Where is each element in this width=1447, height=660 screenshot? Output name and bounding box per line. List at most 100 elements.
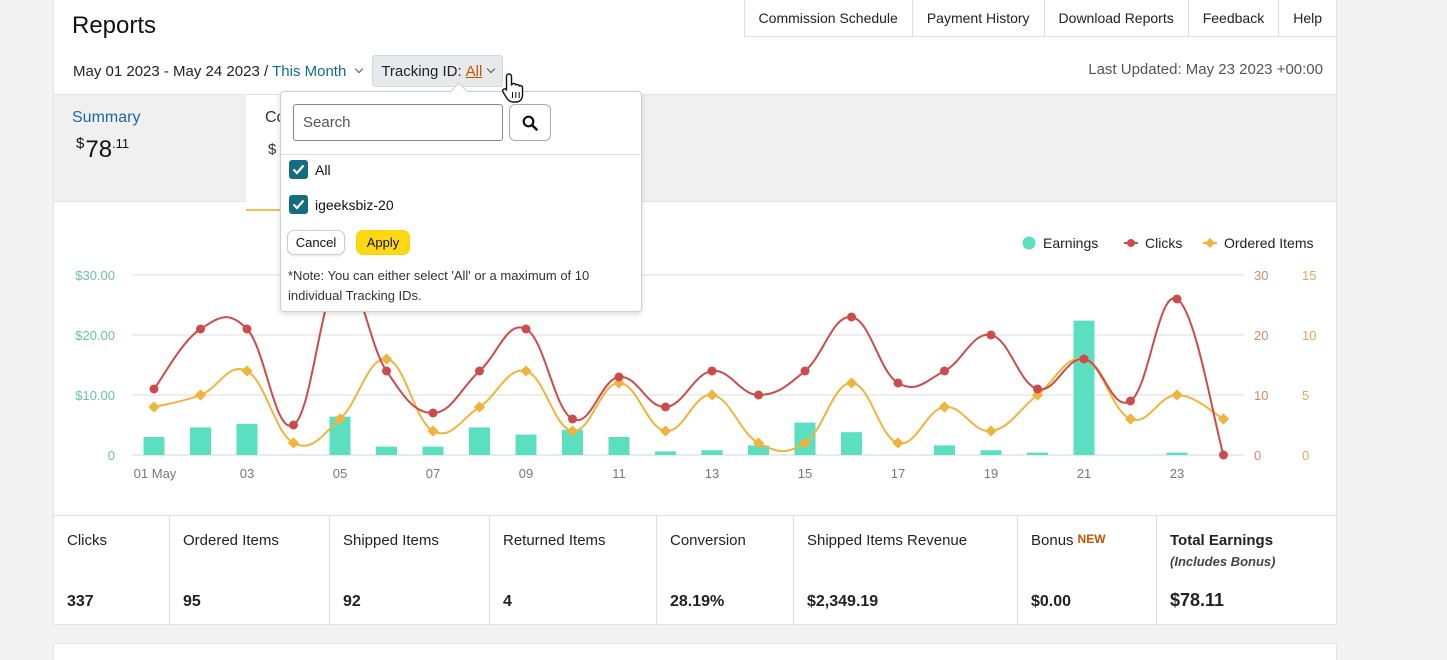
clicks-point (1219, 450, 1228, 460)
option-igeeksbiz[interactable]: igeeksbiz-20 (289, 195, 394, 214)
x-tick-label: 17 (891, 466, 905, 481)
summary-tab[interactable]: Summary (72, 109, 141, 126)
ordered-items-point (380, 353, 393, 365)
earnings-bar (469, 427, 490, 455)
items-axis-label: 0 (1302, 448, 1309, 463)
earnings-bar (980, 450, 1002, 455)
summary-band: Summary $78.11 Co $ (54, 94, 1336, 211)
stat-sub: (Includes Bonus) (1170, 554, 1276, 569)
stat-bonus: Bonus NEW $0.00 (1018, 516, 1157, 625)
x-tick-label: 01 May (134, 466, 177, 481)
ordered-items-point (334, 413, 346, 425)
ordered-items-point (427, 425, 439, 437)
legend-items-swatch (1205, 238, 1215, 248)
ordered-items-point (1124, 413, 1137, 425)
stat-label: Shipped Items Revenue (807, 532, 968, 549)
checkbox-checked[interactable] (289, 195, 308, 214)
divider (281, 154, 641, 155)
earnings-bar (1027, 452, 1048, 455)
last-updated: Last Updated: May 23 2023 +00:00 (1088, 61, 1323, 78)
stat-label: Shipped Items (343, 532, 439, 549)
clicks-point (940, 366, 949, 376)
earnings-bar (1166, 452, 1188, 455)
stat-value: $2,349.19 (807, 593, 879, 610)
stat-value: 95 (183, 593, 201, 610)
feedback-link[interactable]: Feedback (1187, 0, 1278, 36)
payment-history-link[interactable]: Payment History (911, 0, 1044, 36)
stats-row: Clicks 337 Ordered Items 95 Shipped Item… (54, 515, 1336, 625)
clicks-point (1033, 384, 1042, 394)
ordered-items-point (566, 425, 579, 437)
earnings-bar (608, 437, 630, 455)
clicks-point (661, 402, 670, 412)
x-tick-label: 21 (1077, 466, 1091, 481)
summary-cents: .11 (112, 136, 130, 151)
search-input[interactable] (293, 104, 503, 141)
stat-label: Clicks (67, 532, 107, 549)
search-icon (522, 115, 538, 131)
ordered-items-point (845, 377, 858, 389)
apply-button[interactable]: Apply (356, 230, 410, 255)
tracking-id-value[interactable]: All (465, 62, 483, 80)
stat-label: Ordered Items (183, 532, 279, 549)
clicks-point (1172, 294, 1182, 304)
help-link[interactable]: Help (1278, 0, 1336, 36)
checkbox-checked[interactable] (289, 160, 308, 179)
ordered-items-point (706, 389, 718, 401)
stat-label: Total Earnings (1170, 532, 1274, 549)
items-axis-label: 15 (1302, 268, 1316, 283)
option-label: igeeksbiz-20 (315, 196, 394, 213)
ordered-items-point (985, 425, 997, 437)
download-reports-link[interactable]: Download Reports (1043, 0, 1188, 36)
x-tick-label: 15 (798, 466, 812, 481)
legend-label: Ordered Items (1224, 235, 1313, 251)
currency-symbol: $ (76, 135, 85, 152)
stat-clicks: Clicks 337 (54, 516, 170, 625)
earnings-axis-label: 0 (108, 448, 115, 463)
chevron-down-icon[interactable] (355, 64, 364, 74)
x-tick-label: 05 (333, 466, 347, 481)
ordered-items-point (148, 401, 160, 413)
cancel-button[interactable]: Cancel (287, 230, 345, 255)
tracking-id-popover: All igeeksbiz-20 Cancel Apply *Note: You… (280, 82, 642, 312)
ordered-items-point (799, 437, 811, 449)
tracking-id-dropdown[interactable]: Tracking ID: All (372, 55, 504, 87)
earnings-bar (655, 451, 676, 455)
clicks-point (847, 312, 856, 322)
clicks-point (754, 390, 763, 400)
earnings-axis-label: $30.00 (75, 268, 115, 283)
clicks-point (242, 324, 252, 334)
option-all[interactable]: All (289, 160, 331, 179)
clicks-point (614, 372, 624, 382)
stat-value: 28.19% (670, 593, 725, 610)
check-icon (292, 199, 305, 210)
option-label: All (315, 161, 331, 178)
clicks-point (475, 366, 484, 376)
earnings-bar (422, 446, 444, 455)
clicks-point (1079, 354, 1089, 364)
reports-card: Reports Commission Schedule Payment Hist… (53, 0, 1337, 625)
check-icon (292, 164, 305, 175)
chevron-down-icon[interactable] (487, 64, 496, 74)
earnings-bar (701, 450, 723, 455)
clicks-point (149, 384, 159, 394)
clicks-axis-label: 20 (1254, 328, 1268, 343)
commission-schedule-link[interactable]: Commission Schedule (743, 0, 912, 36)
stat-value: $78.11 (1170, 590, 1225, 610)
stat-label: Returned Items (503, 532, 606, 549)
ordered-items-point (938, 401, 951, 413)
stat-value: $0.00 (1031, 593, 1072, 610)
stat-conversion: Conversion 28.19% (657, 516, 794, 625)
x-tick-label: 09 (519, 466, 533, 481)
clicks-point (568, 414, 577, 424)
stat-shipped-items: Shipped Items 92 (330, 516, 490, 625)
note-text: *Note: You can either select 'All' or a … (288, 268, 590, 303)
ordered-items-point (752, 437, 765, 449)
period-dropdown[interactable]: This Month (272, 62, 347, 80)
search-button[interactable] (509, 104, 551, 141)
clicks-axis-label: 10 (1254, 388, 1268, 403)
legend-clicks-swatch (1127, 239, 1135, 247)
clicks-point (521, 324, 531, 334)
new-badge: NEW (1077, 532, 1106, 546)
x-tick-label: 07 (426, 466, 440, 481)
